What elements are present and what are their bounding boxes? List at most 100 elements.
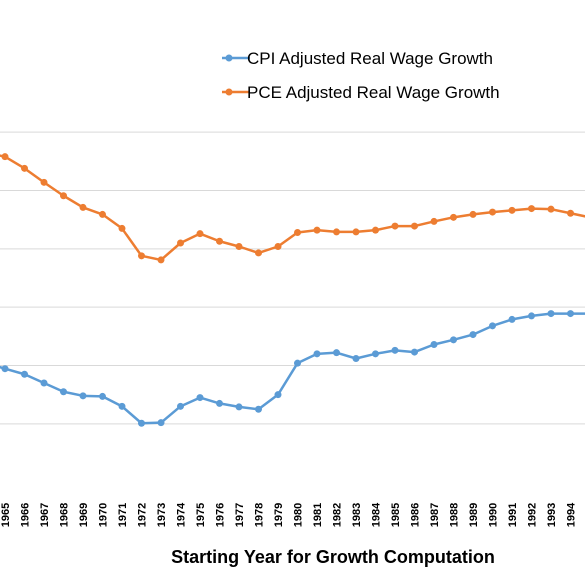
series-cpi <box>0 310 585 427</box>
data-point <box>235 243 243 250</box>
data-point <box>411 222 418 230</box>
x-tick-label: 1987 <box>429 503 441 527</box>
data-point <box>255 249 262 257</box>
data-point <box>79 392 87 400</box>
x-tick-label: 1979 <box>273 503 285 527</box>
x-tick-label: 1982 <box>332 503 344 527</box>
series-line <box>0 312 585 425</box>
x-tick-label: 1988 <box>449 503 461 527</box>
x-tick-label: 1973 <box>156 503 168 527</box>
x-tick-label: 1983 <box>351 503 363 527</box>
data-point <box>391 222 399 230</box>
data-point <box>60 192 67 200</box>
x-tick-label: 1985 <box>390 503 402 527</box>
data-point <box>196 394 204 402</box>
data-point <box>118 402 126 410</box>
x-tick-label: 1977 <box>234 503 246 527</box>
data-point <box>216 237 223 245</box>
x-tick-label: 1984 <box>371 502 383 527</box>
legend-label-pce: PCE Adjusted Real Wage Growth <box>247 83 500 102</box>
x-tick-label: 1980 <box>293 503 305 527</box>
legend-label-cpi: CPI Adjusted Real Wage Growth <box>247 49 493 68</box>
x-tick-label: 1994 <box>566 502 578 527</box>
data-point <box>508 315 516 323</box>
data-point <box>450 336 457 344</box>
data-point <box>79 203 87 211</box>
data-point <box>177 239 184 247</box>
x-axis-title: Starting Year for Growth Computation <box>171 547 495 567</box>
data-point <box>99 392 106 400</box>
series-pce <box>0 153 585 264</box>
x-tick-label: 1991 <box>507 503 519 527</box>
x-tick-label: 1965 <box>0 503 12 527</box>
x-tick-label: 1976 <box>215 503 227 527</box>
data-point <box>547 205 555 213</box>
data-point <box>489 208 496 216</box>
data-point <box>138 252 145 260</box>
data-point <box>118 224 126 232</box>
legend-marker-cpi <box>225 54 233 62</box>
x-tick-label: 1970 <box>98 503 110 527</box>
data-point <box>21 164 28 172</box>
series-layer <box>0 153 585 427</box>
series-line <box>0 154 585 262</box>
data-point <box>450 213 457 221</box>
data-point <box>21 370 28 378</box>
data-point <box>1 365 9 373</box>
data-point <box>333 228 340 236</box>
data-point <box>547 310 555 318</box>
data-point <box>274 243 282 250</box>
data-point <box>508 206 516 214</box>
legend: CPI Adjusted Real Wage Growth PCE Adjust… <box>222 49 500 102</box>
x-tick-label: 1990 <box>488 503 500 527</box>
x-tick-label: 1969 <box>78 503 90 527</box>
data-point <box>430 341 438 348</box>
data-point <box>411 348 418 356</box>
data-point <box>528 205 535 213</box>
x-tick-label: 1993 <box>546 503 558 527</box>
data-point <box>1 153 9 161</box>
x-tick-label: 1972 <box>137 503 149 527</box>
data-point <box>469 210 477 218</box>
data-point <box>294 359 301 367</box>
data-point <box>157 256 165 264</box>
data-point <box>60 388 67 396</box>
x-tick-label: 1992 <box>527 503 539 527</box>
x-tick-label: 1967 <box>39 503 51 527</box>
data-point <box>294 229 301 236</box>
data-point <box>40 379 48 387</box>
x-tick-label: 1989 <box>468 503 480 527</box>
data-point <box>138 419 145 427</box>
data-point <box>313 226 321 234</box>
data-point <box>372 350 379 358</box>
data-point <box>333 349 340 357</box>
data-point <box>274 391 282 399</box>
x-tick-label: 1975 <box>195 503 207 527</box>
data-point <box>313 350 321 358</box>
data-point <box>99 210 106 218</box>
legend-marker-pce <box>225 88 233 96</box>
x-tick-label: 1966 <box>20 503 32 527</box>
data-point <box>528 312 535 320</box>
data-point <box>40 178 48 186</box>
data-point <box>177 402 184 410</box>
data-point <box>372 226 379 234</box>
x-tick-label: 1971 <box>117 503 129 527</box>
x-tick-label: 1986 <box>410 503 422 527</box>
data-point <box>489 322 496 330</box>
data-point <box>196 230 204 238</box>
gridlines <box>0 131 585 425</box>
data-point <box>469 331 477 339</box>
data-point <box>235 403 243 411</box>
x-tick-labels: 1965 1966 1967 1968 1969 1970 1971 1972 1973 1974… <box>0 502 578 527</box>
data-point <box>255 405 262 413</box>
data-point <box>567 209 574 217</box>
data-point <box>216 399 223 407</box>
data-point <box>430 217 438 225</box>
data-point <box>567 310 574 318</box>
data-point <box>391 346 399 354</box>
x-tick-label: 1968 <box>59 503 71 527</box>
data-point <box>352 228 360 236</box>
data-point <box>157 419 165 427</box>
